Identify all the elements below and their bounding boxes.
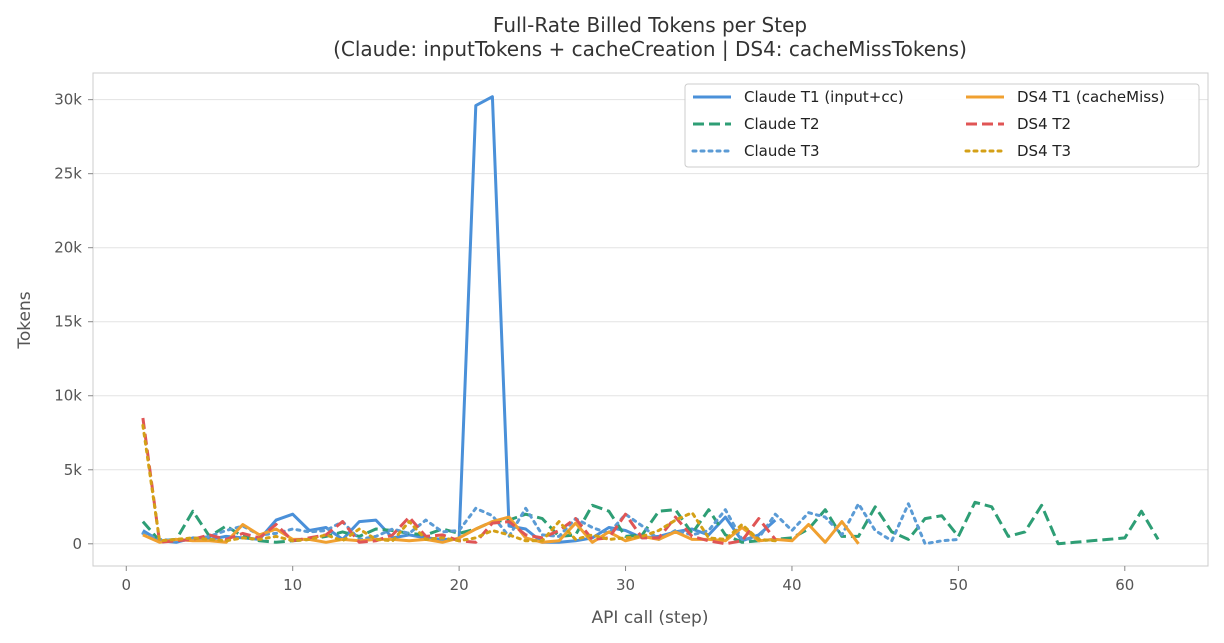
chart-title: Full-Rate Billed Tokens per Step <box>493 13 807 37</box>
x-tick-label: 20 <box>450 576 469 594</box>
legend-label: DS4 T1 (cacheMiss) <box>1017 88 1165 106</box>
x-tick-label: 50 <box>949 576 968 594</box>
x-tick-label: 0 <box>122 576 132 594</box>
axis-ticks: 0 5k 10k 15k 20k 25k 30k 0 10 20 30 40 50 60 <box>54 91 1134 594</box>
legend-label: DS4 T2 <box>1017 115 1071 133</box>
legend-label: Claude T2 <box>744 115 820 133</box>
legend-label: Claude T3 <box>744 142 820 160</box>
series-line <box>141 423 777 543</box>
y-tick-label: 10k <box>54 387 82 405</box>
x-tick-label: 60 <box>1115 576 1134 594</box>
legend-items: Claude T1 (input+cc) Claude T2 Claude T3 DS… <box>691 88 1165 160</box>
legend: Claude T1 (input+cc) Claude T2 Claude T3 DS… <box>684 83 1200 168</box>
legend-label: DS4 T3 <box>1017 142 1071 160</box>
x-tick-label: 40 <box>782 576 801 594</box>
chart-subtitle: (Claude: inputTokens + cacheCreation | D… <box>333 37 967 61</box>
x-tick-label: 30 <box>616 576 635 594</box>
series-lines <box>141 95 1160 546</box>
y-tick-label: 25k <box>54 165 82 183</box>
y-tick-label: 15k <box>54 313 82 331</box>
x-tick-label: 10 <box>283 576 302 594</box>
legend-label: Claude T1 (input+cc) <box>744 88 904 106</box>
legend-box <box>684 83 1200 168</box>
plot-frame <box>92 72 1209 567</box>
y-axis-label: Tokens <box>15 291 35 349</box>
x-axis-label: API call (step) <box>592 608 709 628</box>
y-tick-label: 30k <box>54 91 82 109</box>
y-tick-label: 0 <box>72 535 82 553</box>
y-tick-label: 5k <box>64 461 83 479</box>
y-tick-label: 20k <box>54 239 82 257</box>
